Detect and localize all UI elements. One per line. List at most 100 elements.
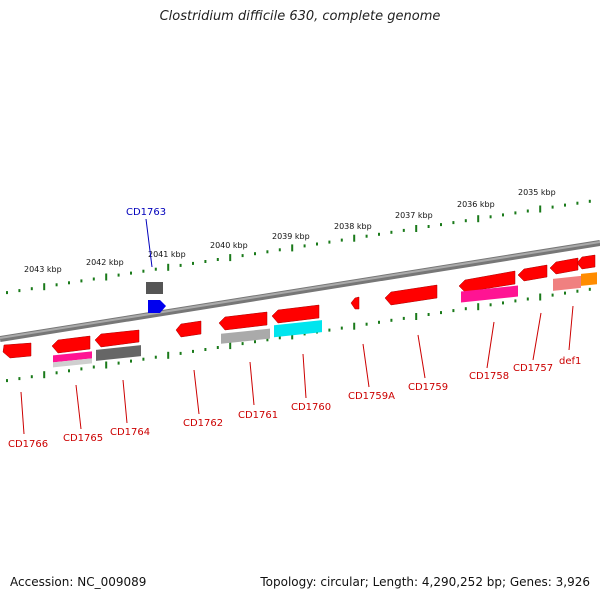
gene-feature[interactable]: [53, 358, 92, 368]
minor-tick: [452, 309, 455, 313]
scale-label: 2040 kbp: [210, 241, 248, 250]
scale-label: 2042 kbp: [86, 258, 124, 267]
minor-tick: [365, 234, 368, 238]
minor-tick: [440, 223, 442, 227]
minor-tick: [117, 361, 120, 365]
minor-tick: [427, 313, 430, 316]
label-leader: [417, 334, 426, 379]
minor-tick: [18, 377, 21, 381]
gene-label[interactable]: CD1765: [63, 433, 103, 444]
gene-label[interactable]: CD1759A: [348, 391, 395, 402]
major-tick: [353, 234, 356, 242]
gene-feature[interactable]: [576, 254, 596, 270]
gene-label-highlighted[interactable]: CD1763: [126, 207, 166, 218]
gene-feature[interactable]: [384, 284, 438, 306]
minor-tick: [340, 326, 343, 330]
gene-label[interactable]: CD1762: [183, 418, 223, 429]
minor-tick: [266, 250, 269, 254]
major-tick: [229, 254, 232, 262]
minor-tick: [80, 367, 83, 371]
genome-summary-text: Topology: circular; Length: 4,290,252 bp…: [260, 575, 590, 589]
minor-tick: [551, 293, 554, 297]
minor-tick: [427, 225, 430, 228]
major-tick: [105, 273, 108, 281]
scale-label: 2035 kbp: [518, 188, 556, 197]
minor-tick: [390, 230, 393, 234]
minor-tick: [68, 281, 70, 285]
gene-feature[interactable]: [96, 345, 141, 361]
gene-feature[interactable]: [350, 296, 360, 310]
minor-tick: [192, 261, 194, 265]
minor-tick: [117, 273, 120, 277]
minor-tick: [564, 291, 566, 295]
gene-label[interactable]: CD1764: [110, 427, 150, 438]
minor-tick: [278, 248, 281, 252]
gene-feature[interactable]: [148, 300, 166, 313]
gene-label[interactable]: CD1757: [513, 363, 553, 374]
gene-label[interactable]: CD1766: [8, 439, 48, 450]
gene-feature[interactable]: [51, 335, 91, 354]
gene-feature[interactable]: [274, 320, 322, 338]
gene-label[interactable]: CD1760: [291, 402, 331, 413]
gene-feature[interactable]: [271, 304, 320, 324]
minor-tick: [6, 379, 8, 383]
gene-feature[interactable]: [218, 311, 268, 331]
minor-tick: [328, 240, 331, 244]
minor-tick: [192, 349, 194, 353]
gene-feature[interactable]: [94, 329, 140, 348]
gene-feature[interactable]: [53, 351, 92, 363]
minor-tick: [55, 371, 58, 375]
gene-feature[interactable]: [581, 272, 597, 286]
minor-tick: [130, 271, 132, 275]
minor-tick: [30, 375, 33, 379]
gene-feature[interactable]: [517, 264, 548, 282]
scale-label: 2038 kbp: [334, 222, 372, 231]
minor-tick: [303, 244, 306, 248]
scale-label: 2039 kbp: [272, 232, 310, 241]
major-tick: [415, 313, 418, 320]
gene-feature[interactable]: [461, 285, 518, 303]
minor-tick: [378, 320, 380, 324]
minor-tick: [489, 303, 492, 307]
gene-feature[interactable]: [2, 342, 32, 359]
minor-tick: [502, 213, 504, 217]
major-tick: [43, 283, 46, 291]
gene-feature[interactable]: [175, 320, 202, 338]
minor-tick: [514, 299, 517, 303]
minor-tick: [68, 369, 70, 373]
gene-feature[interactable]: [221, 328, 270, 344]
gene-feature[interactable]: [146, 282, 163, 294]
gene-label[interactable]: CD1761: [238, 410, 278, 421]
genome-title: Clostridium difficile 630, complete geno…: [159, 9, 441, 24]
minor-tick: [254, 340, 256, 344]
major-tick: [353, 322, 356, 330]
minor-tick: [526, 209, 529, 213]
minor-tick: [216, 258, 219, 261]
minor-tick: [402, 316, 405, 320]
minor-tick: [130, 359, 132, 363]
minor-tick: [278, 336, 281, 340]
label-leader: [249, 361, 255, 406]
minor-tick: [80, 279, 83, 283]
gene-label[interactable]: def1: [559, 356, 581, 367]
minor-tick: [588, 199, 591, 203]
minor-tick: [154, 267, 157, 271]
major-tick: [43, 371, 46, 379]
gene-label[interactable]: CD1758: [469, 371, 509, 382]
gene-feature[interactable]: [458, 270, 516, 293]
minor-tick: [216, 346, 219, 349]
minor-tick: [576, 289, 579, 293]
accession-text: Accession: NC_009089: [10, 575, 147, 589]
major-tick: [415, 225, 418, 232]
gene-label[interactable]: CD1759: [408, 382, 448, 393]
scale-label: 2041 kbp: [148, 250, 186, 259]
minor-tick: [390, 318, 393, 322]
minor-tick: [179, 351, 182, 355]
minor-tick: [576, 201, 579, 205]
gene-feature[interactable]: [553, 275, 581, 291]
gene-feature[interactable]: [549, 257, 579, 275]
label-leader: [302, 353, 307, 399]
label-leader: [532, 312, 542, 361]
minor-tick: [6, 291, 8, 295]
